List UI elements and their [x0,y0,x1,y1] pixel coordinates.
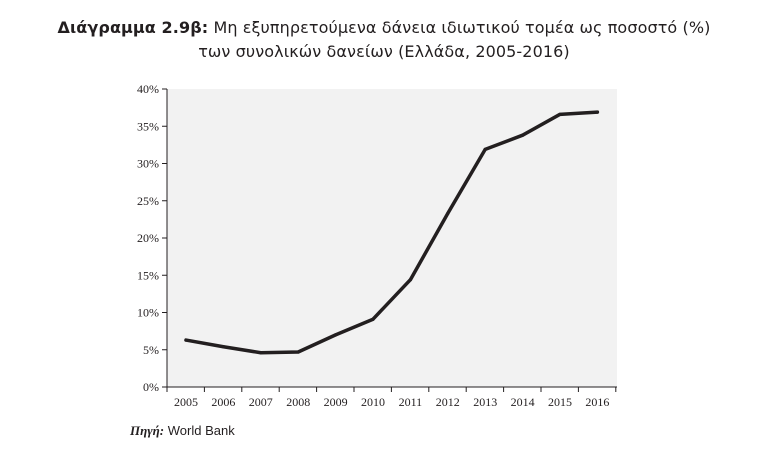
data-point [221,345,225,349]
x-tick-label: 2013 [473,395,497,409]
x-tick-label: 2009 [324,395,348,409]
x-axis: 2005 2006 2007 2008 2009 2010 2011 2012 2013 2014… [166,386,617,409]
x-tick-label: 2010 [361,395,385,409]
plot-area [167,89,617,387]
y-axis: 0% 5% 10% 15% 20% 25% 30% 35% 40% [137,82,168,394]
y-tick-label: 5% [143,343,159,357]
x-tick-label: 2005 [174,395,198,409]
y-tick-label: 25% [137,194,159,208]
y-tick-label: 40% [137,82,159,96]
x-tick-label: 2012 [436,395,460,409]
x-tick-label: 2008 [286,395,310,409]
source-colon: : [159,423,165,438]
data-point [446,211,450,216]
y-tick-label: 0% [143,380,159,394]
x-tick-label: 2006 [211,395,235,409]
title-line-1: Διάγραμμα 2.9β: Μη εξυπηρετούμενα δάνεια… [0,16,768,40]
data-point [521,133,525,137]
data-point [259,351,263,355]
data-point [334,333,338,337]
series-line [184,110,600,355]
source-label: Πηγή [130,423,160,438]
source-value: World Bank [167,423,235,438]
x-tick-label: 2007 [249,395,273,409]
y-tick-label: 20% [137,231,159,245]
y-tick-label: 10% [137,306,159,320]
x-tick-label: 2016 [585,395,609,409]
data-point [595,110,600,114]
data-point [408,278,412,282]
y-tick-label: 30% [137,157,159,171]
series-layer [184,110,600,355]
title-line-2: των συνολικών δανείων (Ελλάδα, 2005-2016… [198,42,570,61]
figure-number: Διάγραμμα 2.9β: [57,18,209,37]
y-tick-label: 15% [137,268,159,282]
chart-title: Διάγραμμα 2.9β: Μη εξυπηρετούμενα δάνεια… [0,16,768,64]
y-tick-label: 35% [137,119,159,133]
data-point [483,147,487,151]
x-tick-label: 2014 [511,395,535,409]
data-point [184,338,188,342]
data-point [296,350,300,354]
source-note: Πηγή: World Bank [130,423,235,439]
x-tick-label: 2015 [548,395,572,409]
data-point [371,317,375,321]
title-text-1: Μη εξυπηρετούμενα δάνεια ιδιωτικού τομέα… [213,18,711,37]
x-tick-label: 2011 [399,395,423,409]
data-point [558,112,562,116]
